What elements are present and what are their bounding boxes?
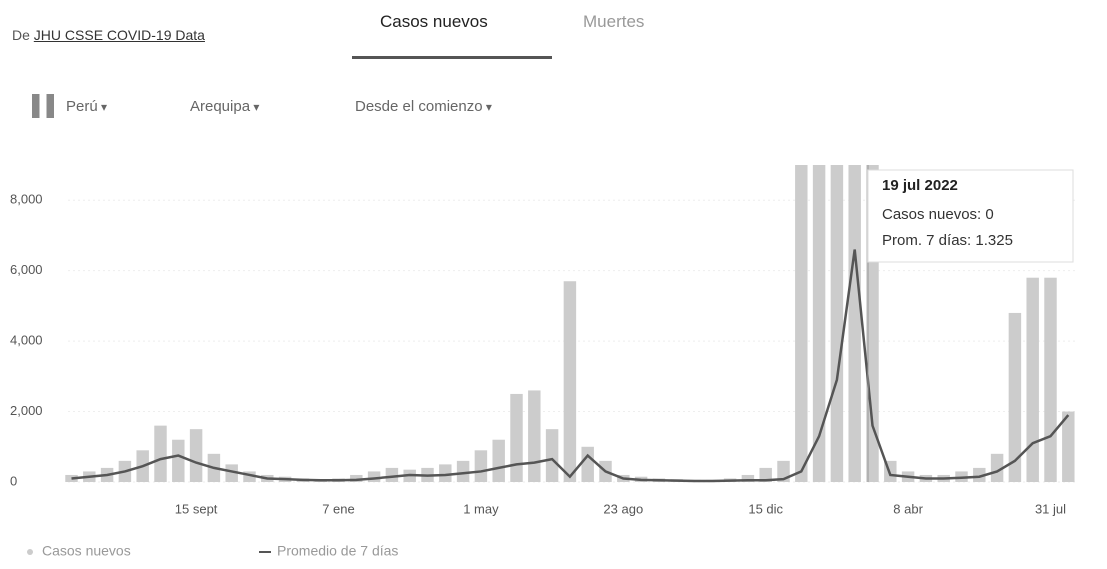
x-tick-label: 7 ene — [322, 501, 355, 516]
source: De JHU CSSE COVID-19 Data — [12, 27, 205, 43]
legend-label: Promedio de 7 días — [277, 543, 398, 559]
bar — [474, 450, 488, 482]
y-tick-label: 8,000 — [10, 192, 43, 207]
bar — [189, 429, 203, 482]
dropdown[interactable]: Desde el comienzo — [355, 98, 492, 115]
bar — [990, 453, 1004, 482]
legend-swatch — [27, 549, 33, 555]
y-tick-label: 6,000 — [10, 262, 43, 277]
bar — [1026, 277, 1039, 482]
bar — [581, 446, 594, 482]
bar — [350, 474, 363, 482]
bar — [492, 439, 505, 482]
bar — [385, 467, 399, 482]
dropdown[interactable]: Arequipa — [190, 98, 259, 115]
bar — [1008, 312, 1022, 482]
x-tick-label: 8 abr — [893, 501, 923, 516]
bar — [545, 429, 559, 482]
bar — [741, 474, 755, 482]
bar — [456, 460, 470, 482]
x-tick-label: 1 may — [463, 501, 499, 516]
bar — [848, 165, 861, 482]
tab-indicator — [352, 56, 552, 59]
y-tick-label: 4,000 — [10, 333, 43, 348]
avg-line — [71, 249, 1070, 483]
bar — [1062, 411, 1075, 482]
bar — [1044, 277, 1057, 482]
bar — [439, 464, 452, 482]
bar — [759, 467, 772, 482]
tab[interactable]: Casos nuevos — [380, 12, 488, 31]
source-prefix: De — [12, 27, 30, 43]
x-tick-label: 23 ago — [603, 501, 643, 516]
bar — [812, 165, 826, 482]
x-tick-label: 15 sept — [175, 501, 218, 516]
bar — [172, 439, 185, 482]
bar — [243, 471, 256, 482]
y-tick-label: 0 — [10, 473, 17, 488]
tooltip-line: Casos nuevos: 0 — [882, 206, 994, 223]
bar — [795, 165, 808, 482]
dropdown[interactable]: Perú — [66, 98, 107, 115]
tooltip-line: Prom. 7 días: 1.325 — [882, 232, 1013, 249]
bar — [510, 393, 523, 482]
x-tick-label: 31 jul — [1035, 501, 1066, 516]
bar — [830, 165, 844, 482]
tooltip-box — [867, 169, 1074, 263]
tooltip-title: 19 jul 2022 — [882, 177, 958, 194]
y-tick-label: 2,000 — [10, 403, 43, 418]
bar — [225, 464, 238, 482]
tab[interactable]: Muertes — [583, 12, 645, 31]
bar — [563, 281, 577, 482]
x-tick-label: 15 dic — [748, 501, 783, 516]
flag-icon — [32, 94, 54, 118]
bar — [528, 390, 541, 482]
source-link[interactable]: JHU CSSE COVID-19 Data — [33, 27, 205, 43]
legend-label: Casos nuevos — [42, 543, 131, 559]
bar — [154, 425, 167, 482]
bar — [973, 467, 986, 482]
bar — [367, 471, 381, 482]
